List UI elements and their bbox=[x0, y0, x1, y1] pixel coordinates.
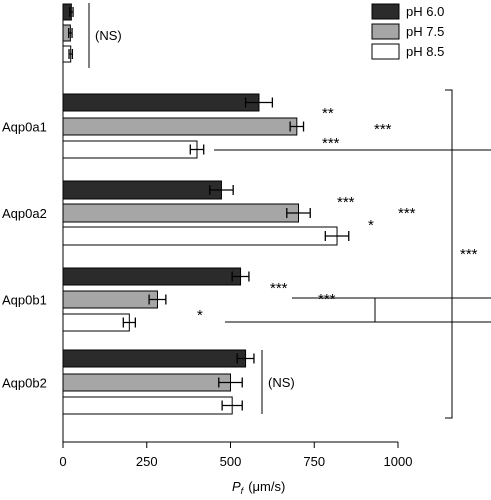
bar-aqp0b2-ph85 bbox=[62, 396, 233, 415]
sig-a1-2: *** bbox=[322, 135, 340, 152]
sig-a2-3: *** bbox=[398, 205, 416, 222]
bar-aqp0b1-ph75 bbox=[62, 290, 158, 309]
error-bar-aqp0b2-0 bbox=[236, 353, 255, 364]
x-tick-label-250: 250 bbox=[136, 454, 158, 469]
sig-a2-1: *** bbox=[337, 194, 355, 211]
sig-a2-2: * bbox=[368, 217, 374, 234]
legend-swatch-ph75 bbox=[371, 23, 400, 40]
sig-b1-3: *** bbox=[318, 291, 336, 308]
x-axis-symbol: P bbox=[232, 479, 241, 494]
category-label-aqp0b1: Aqp0b1 bbox=[2, 293, 47, 308]
legend-swatch-ph60 bbox=[371, 3, 400, 20]
error-bar-aqp0a2-2 bbox=[324, 231, 350, 241]
error-bar-aqp0b1-1 bbox=[148, 294, 167, 305]
error-bar-aqp0a1-2 bbox=[189, 144, 205, 155]
legend-swatch-ph85 bbox=[371, 43, 400, 60]
error-bar-aqp0a2-0 bbox=[209, 185, 234, 195]
category-labels: Aqp0a1 Aqp0a2 Aqp0b1 Aqp0b2 bbox=[2, 120, 47, 391]
legend: pH 6.0 pH 7.5 pH 8.5 bbox=[371, 3, 444, 60]
x-axis-units: (μm/s) bbox=[248, 479, 285, 494]
error-bar-aqp0a1-0 bbox=[244, 97, 274, 108]
x-ticks: 0 250 500 750 1000 bbox=[59, 442, 412, 469]
legend-label-ph60: pH 6.0 bbox=[406, 4, 444, 19]
ns-label-b2: (NS) bbox=[268, 375, 295, 390]
bar-aqp0a2-ph75 bbox=[62, 203, 300, 223]
bar-aqp0a1-ph60 bbox=[62, 93, 260, 112]
bracket-b1-dark-white bbox=[375, 321, 491, 323]
bracket-b1-gray-white bbox=[225, 297, 376, 323]
error-bar-aqp0b2-2 bbox=[221, 400, 243, 411]
error-bar-aqp0b1-0 bbox=[231, 271, 250, 282]
bar-aqp0b2-ph60 bbox=[62, 349, 247, 368]
bracket-overall bbox=[445, 89, 453, 419]
x-tick-label-1000: 1000 bbox=[384, 454, 413, 469]
significance-labels: (NS) ** *** *** *** * *** *** * *** (NS)… bbox=[95, 28, 478, 390]
bar-aqp0a1-ph75 bbox=[62, 117, 298, 136]
sig-a1-1: ** bbox=[322, 105, 334, 122]
bar-aqp0a2-ph85 bbox=[62, 226, 338, 246]
error-bar-aqp0a2-1 bbox=[286, 208, 311, 218]
error-bar-control-1 bbox=[68, 28, 73, 38]
x-tick-label-0: 0 bbox=[59, 454, 66, 469]
category-label-aqp0b2: Aqp0b2 bbox=[2, 376, 47, 391]
error-bar-control-0 bbox=[69, 7, 74, 17]
category-label-aqp0a1: Aqp0a1 bbox=[2, 120, 47, 135]
bracket-b1-dark-gray bbox=[310, 297, 491, 299]
ns-label-control: (NS) bbox=[95, 28, 122, 43]
legend-label-ph75: pH 7.5 bbox=[406, 24, 444, 39]
x-tick-label-750: 750 bbox=[303, 454, 325, 469]
sig-b1-2: * bbox=[197, 307, 203, 324]
x-axis-title: Pf (μm/s) bbox=[232, 479, 285, 496]
sig-b1-1: *** bbox=[270, 280, 288, 297]
bar-aqp0b1-ph85 bbox=[62, 313, 130, 332]
legend-label-ph85: pH 8.5 bbox=[406, 44, 444, 59]
x-tick-label-500: 500 bbox=[220, 454, 242, 469]
bracket-a1-gray-white bbox=[214, 149, 491, 151]
bar-aqp0b2-ph75 bbox=[62, 373, 231, 392]
bar-aqp0b1-ph60 bbox=[62, 267, 242, 286]
sig-a1-3: *** bbox=[374, 121, 392, 138]
category-label-aqp0a2: Aqp0a2 bbox=[2, 206, 47, 221]
error-bar-aqp0b2-1 bbox=[218, 377, 243, 388]
bar-aqp0a2-ph60 bbox=[62, 180, 222, 200]
bar-aqp0a1-ph85 bbox=[62, 140, 198, 159]
error-bar-aqp0b1-2 bbox=[122, 317, 137, 328]
error-bar-control-2 bbox=[68, 49, 74, 59]
significance-brackets bbox=[88, 3, 491, 419]
bars-layer bbox=[62, 3, 350, 415]
sig-overall: *** bbox=[460, 246, 478, 263]
x-axis-subscript: f bbox=[241, 486, 245, 496]
error-bar-aqp0a1-1 bbox=[289, 121, 305, 132]
